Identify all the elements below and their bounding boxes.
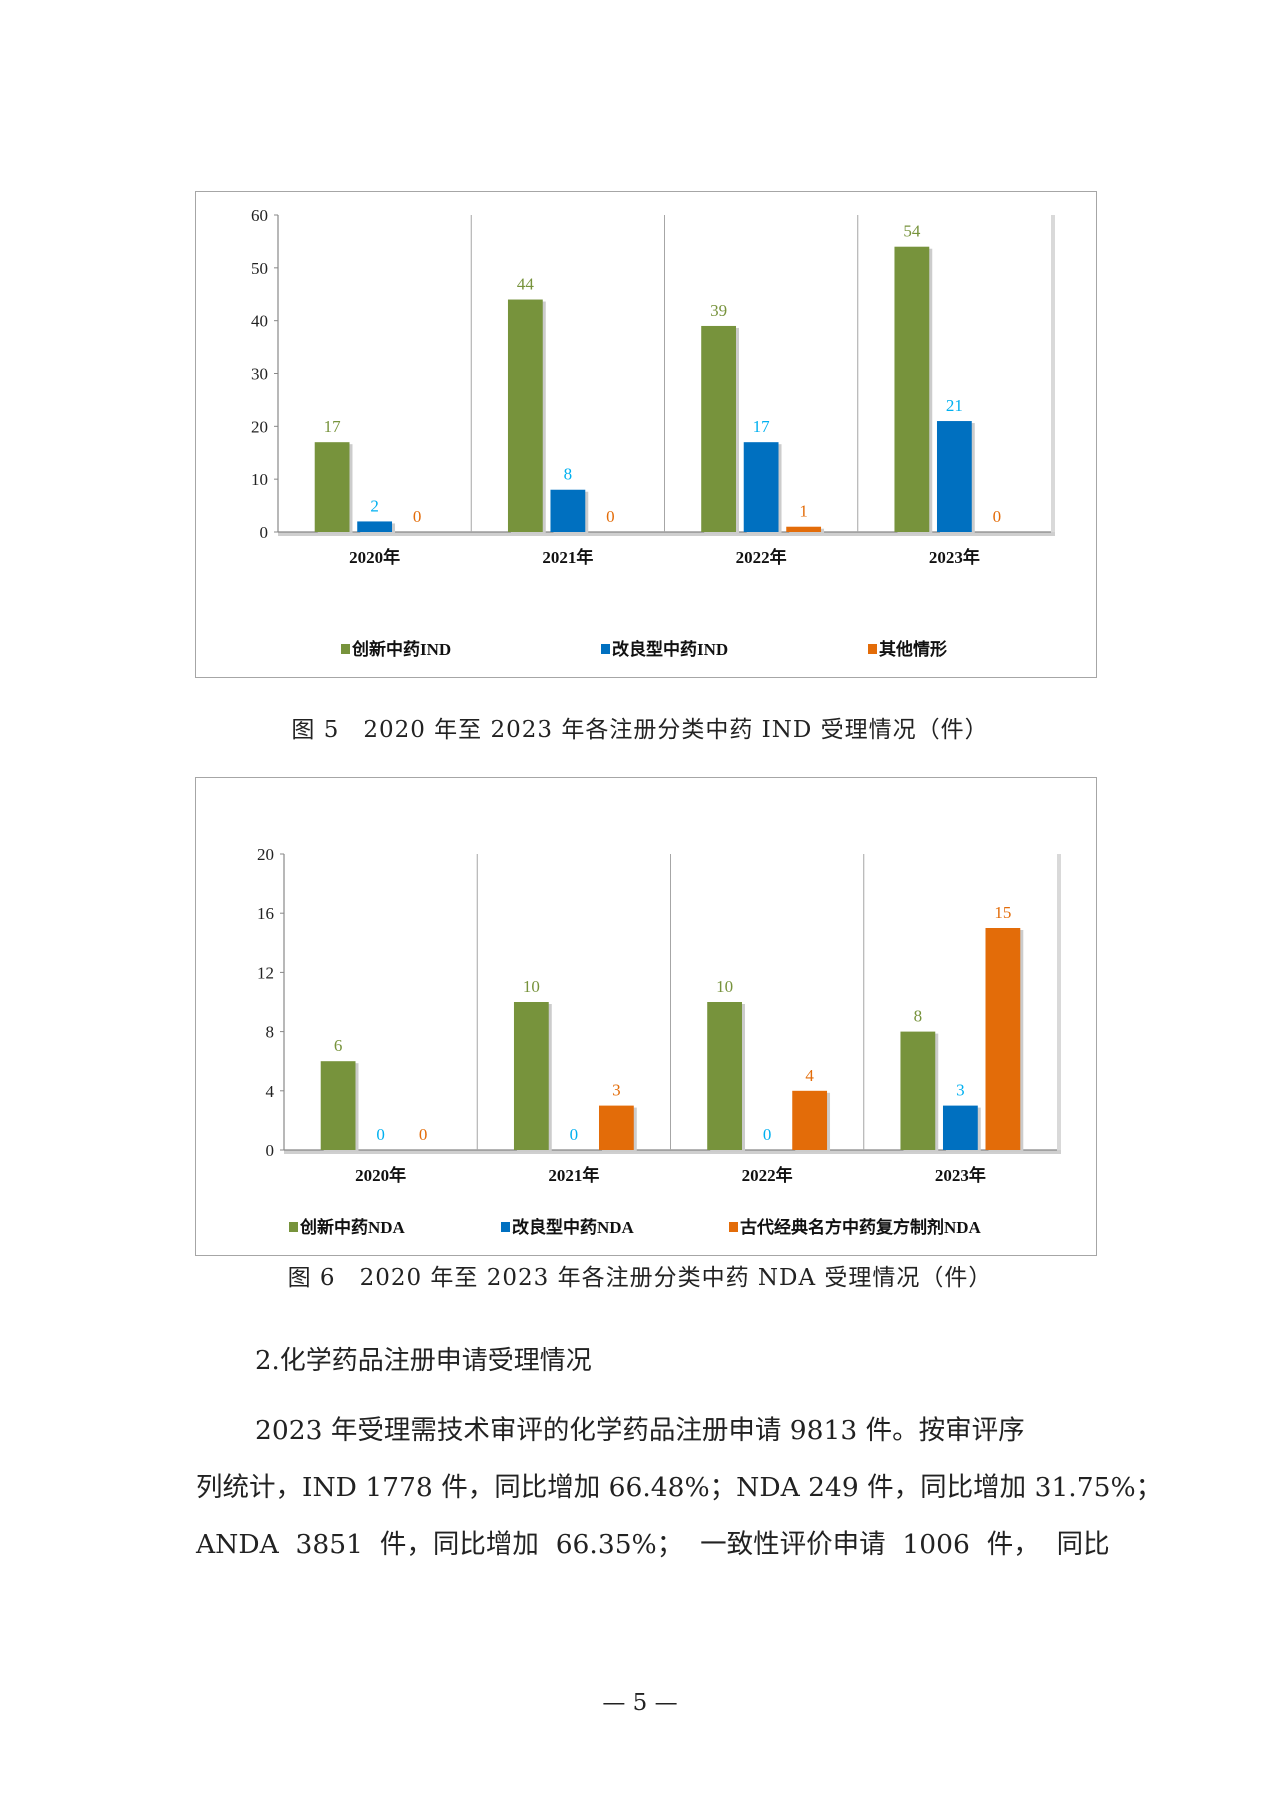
y-tick-label: 20 <box>257 845 274 864</box>
data-label: 54 <box>903 222 921 241</box>
bar <box>314 442 350 532</box>
legend-swatch <box>289 1222 298 1232</box>
paragraph-line: 2023 年受理需技术审评的化学药品注册申请 9813 件。按审评序 <box>255 1415 1025 1446</box>
y-tick-label: 8 <box>266 1023 275 1042</box>
category-label: 2021年 <box>548 1165 599 1185</box>
bar <box>513 1002 549 1150</box>
data-label: 44 <box>517 275 535 294</box>
category-label: 2021年 <box>542 547 593 567</box>
data-label: 0 <box>413 507 422 526</box>
legend-swatch <box>341 644 350 654</box>
y-tick-label: 60 <box>251 206 268 225</box>
chart-ind: 0 10 20 30 40 50 60 17 2 0 2020年 44 8 0 2021年 39 17 1 2022… <box>195 191 1097 678</box>
category-label: 2022年 <box>736 547 787 567</box>
plot-shadow <box>278 532 1055 536</box>
bar <box>936 421 972 532</box>
chart-nda: 0 4 8 12 16 20 6 0 0 2020年 10 0 3 2021年 10 0 4 2022年 8 3 15 2… <box>195 777 1097 1256</box>
bar <box>598 1105 634 1150</box>
legend-label: 改良型中药NDA <box>512 1217 635 1237</box>
category-label: 2020年 <box>349 547 400 567</box>
plot-shadow <box>1051 215 1055 536</box>
bar <box>894 246 930 532</box>
chart-nda-svg: 0 4 8 12 16 20 6 0 0 2020年 10 0 3 2021年 10 0 4 2022年 8 3 15 2… <box>257 845 1061 1237</box>
data-label: 3 <box>956 1081 965 1100</box>
legend-swatch <box>868 644 877 654</box>
category-label: 2023年 <box>929 547 980 567</box>
legend-swatch <box>601 644 610 654</box>
y-tick-label: 30 <box>251 365 268 384</box>
data-label: 15 <box>994 903 1011 922</box>
data-label: 0 <box>376 1125 385 1144</box>
figure-5-caption: 图 5 2020 年至 2023 年各注册分类中药 IND 受理情况（件） <box>291 717 989 743</box>
bar <box>743 442 779 532</box>
legend-label: 改良型中药IND <box>612 639 728 659</box>
category-label: 2022年 <box>742 1165 793 1185</box>
legend-label: 古代经典名方中药复方制剂NDA <box>740 1217 982 1237</box>
plot-shadow <box>284 1150 1061 1154</box>
paragraph-line: ANDA 3851 件，同比增加 66.35%； 一致性评价申请 1006 件，… <box>196 1529 1110 1560</box>
legend-label: 创新中药NDA <box>299 1217 406 1237</box>
section-heading: 2.化学药品注册申请受理情况 <box>255 1346 592 1376</box>
legend-label: 创新中药IND <box>351 639 451 659</box>
bar <box>942 1105 978 1150</box>
data-label: 6 <box>334 1036 343 1055</box>
chart-ind-svg: 010203040506017202020年44802021年391712022… <box>251 206 1055 659</box>
y-tick-label: 0 <box>260 523 269 542</box>
data-label: 0 <box>606 507 615 526</box>
data-label: 3 <box>612 1081 621 1100</box>
data-label: 0 <box>570 1125 579 1144</box>
bar <box>357 521 393 532</box>
bar <box>507 299 543 532</box>
bar <box>707 1002 743 1150</box>
data-label: 17 <box>753 417 771 436</box>
legend-swatch <box>729 1222 738 1232</box>
data-label: 2 <box>370 496 379 515</box>
bar <box>550 489 586 532</box>
legend-swatch <box>501 1222 510 1232</box>
y-tick-label: 16 <box>257 904 274 923</box>
y-tick-label: 50 <box>251 259 268 278</box>
data-label: 0 <box>419 1125 428 1144</box>
y-tick-label: 4 <box>266 1082 275 1101</box>
data-label: 4 <box>805 1066 814 1085</box>
bar <box>786 526 822 532</box>
y-tick-label: 12 <box>257 963 274 982</box>
data-label: 10 <box>523 977 540 996</box>
bar <box>701 325 737 532</box>
data-label: 0 <box>763 1125 772 1144</box>
data-label: 8 <box>564 465 573 484</box>
page-number: — 5 — <box>602 1690 678 1716</box>
paragraph-line: 列统计，IND 1778 件，同比增加 66.48%；NDA 249 件，同比增… <box>196 1472 1163 1503</box>
data-label: 1 <box>799 502 808 521</box>
bar <box>985 928 1021 1150</box>
y-tick-label: 20 <box>251 417 268 436</box>
figure-6-caption: 图 6 2020 年至 2023 年各注册分类中药 NDA 受理情况（件） <box>287 1265 993 1291</box>
y-tick-label: 0 <box>266 1141 275 1160</box>
category-label: 2023年 <box>935 1165 986 1185</box>
legend-label: 其他情形 <box>879 639 947 659</box>
data-label: 17 <box>324 417 342 436</box>
y-tick-label: 40 <box>251 312 268 331</box>
data-label: 10 <box>716 977 733 996</box>
data-label: 8 <box>914 1007 923 1026</box>
bar <box>792 1090 828 1150</box>
data-label: 39 <box>710 301 727 320</box>
category-label: 2020年 <box>355 1165 406 1185</box>
data-label: 21 <box>946 396 963 415</box>
y-tick-label: 10 <box>251 470 268 489</box>
data-label: 0 <box>993 507 1002 526</box>
bar <box>900 1031 936 1150</box>
plot-shadow <box>1057 854 1061 1154</box>
bar <box>320 1061 356 1150</box>
